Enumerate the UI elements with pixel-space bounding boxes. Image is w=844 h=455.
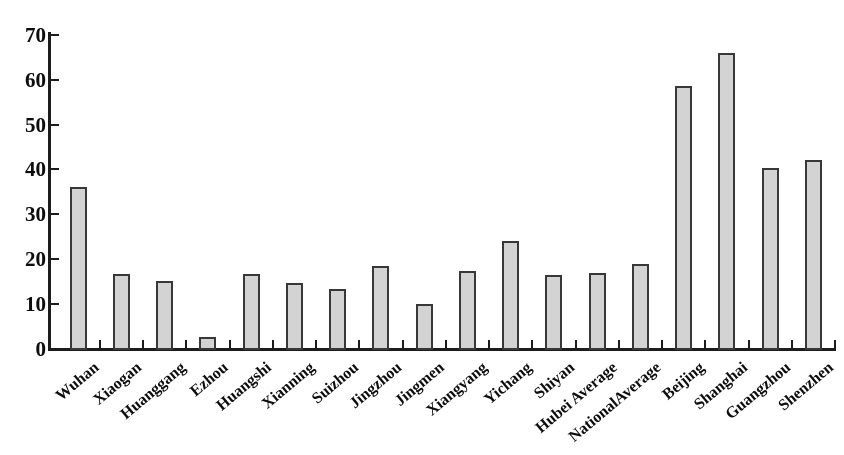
y-axis-tick xyxy=(51,303,59,305)
y-axis-tick xyxy=(51,124,59,126)
bar-yichang xyxy=(502,241,519,350)
x-axis-tick xyxy=(229,340,231,348)
bar-nationalaverage xyxy=(632,264,649,350)
x-axis-tick xyxy=(575,340,577,348)
bar-huanggang xyxy=(156,281,173,350)
x-axis-tick xyxy=(661,340,663,348)
x-axis-tick xyxy=(315,340,317,348)
y-axis-tick-label: 60 xyxy=(25,68,46,92)
y-axis-tick xyxy=(51,34,59,36)
bar-beijing xyxy=(675,86,692,350)
bar-guangzhou xyxy=(762,168,779,350)
y-axis-tick xyxy=(51,258,59,260)
x-axis-label: Yichang xyxy=(480,359,535,409)
x-axis-tick xyxy=(531,340,533,348)
bar-huangshi xyxy=(243,274,260,350)
y-axis-tick-label: 70 xyxy=(25,23,46,47)
x-axis-tick xyxy=(272,340,274,348)
y-axis-tick-label: 40 xyxy=(25,157,46,181)
y-axis xyxy=(48,32,51,351)
x-axis-tick xyxy=(358,340,360,348)
bar-xiangyang xyxy=(459,271,476,350)
x-axis-tick xyxy=(704,340,706,348)
bar-shiyan xyxy=(545,275,562,350)
x-axis-tick xyxy=(791,340,793,348)
x-axis-tick xyxy=(748,340,750,348)
x-axis-tick xyxy=(402,340,404,348)
bar-shanghai xyxy=(718,53,735,350)
bar-suizhou xyxy=(329,289,346,350)
bar-hubei-average xyxy=(589,273,606,350)
y-axis-tick xyxy=(51,213,59,215)
bar-shenzhen xyxy=(805,160,822,350)
x-axis-tick xyxy=(618,340,620,348)
bar-wuhan xyxy=(70,187,87,350)
bar-xiaogan xyxy=(113,274,130,350)
bar-ezhou xyxy=(199,337,216,350)
y-axis-tick-label: 30 xyxy=(25,202,46,226)
x-axis-tick xyxy=(142,340,144,348)
bar-jingmen xyxy=(416,304,433,350)
x-axis-tick xyxy=(99,340,101,348)
x-axis-tick xyxy=(834,340,836,348)
y-axis-tick-label: 50 xyxy=(25,113,46,137)
y-axis-tick-label: 10 xyxy=(25,292,46,316)
x-axis-tick xyxy=(445,340,447,348)
x-axis xyxy=(48,348,836,351)
x-axis-tick xyxy=(488,340,490,348)
y-axis-tick-label: 20 xyxy=(25,247,46,271)
y-axis-tick-label: 0 xyxy=(35,337,47,361)
y-axis-tick xyxy=(51,168,59,170)
x-axis-tick xyxy=(185,340,187,348)
bar-xianning xyxy=(286,283,303,350)
bar-jingzhou xyxy=(372,266,389,350)
y-axis-tick xyxy=(51,79,59,81)
